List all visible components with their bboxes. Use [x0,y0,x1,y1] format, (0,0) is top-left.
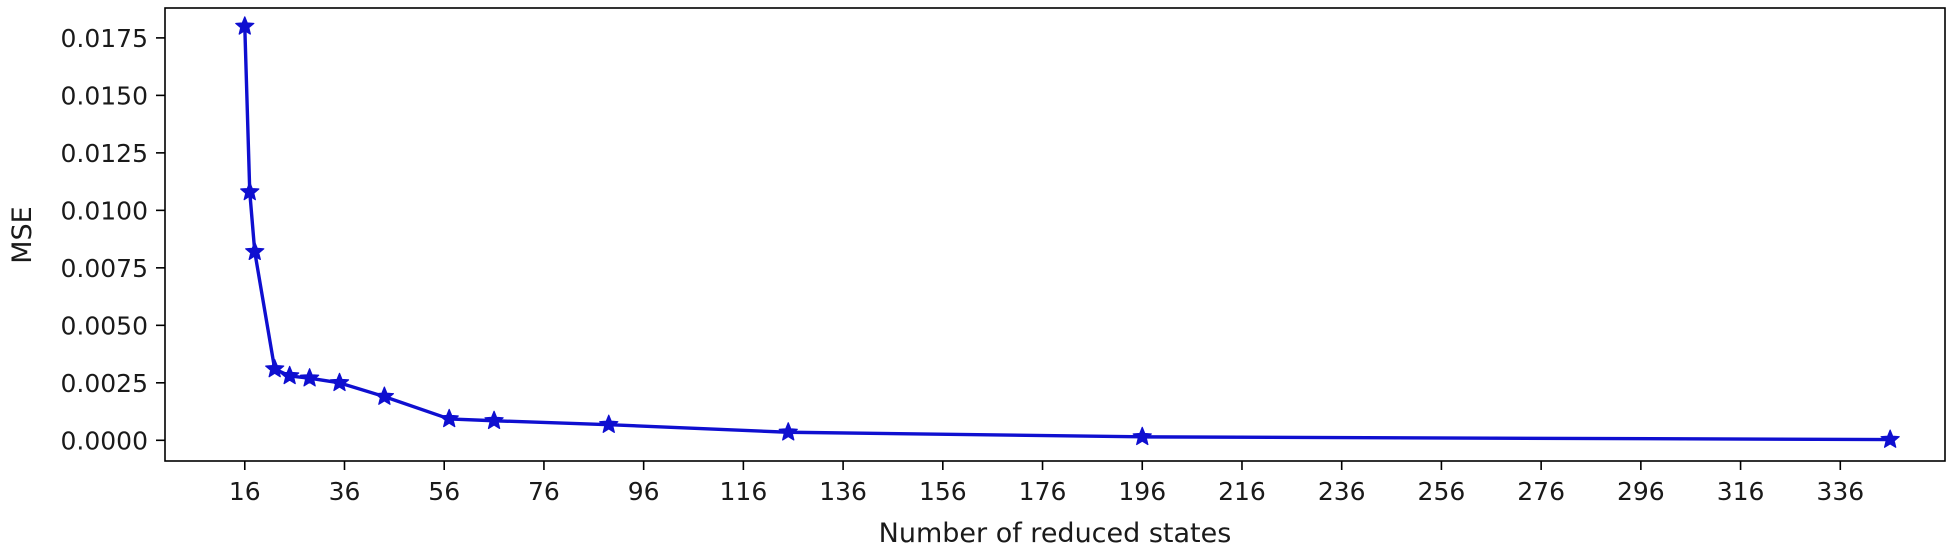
x-tick-label: 296 [1617,477,1665,506]
plot-frame [164,7,1946,462]
x-tick-label: 256 [1418,477,1466,506]
data-point [280,365,300,385]
y-axis: 0.0000 0.0025 0.0050 0.0075 0.0100 0.0125 0.01… [61,24,165,455]
x-tick-label: 56 [428,477,460,506]
x-tick-label: 136 [819,477,867,506]
x-tick-label: 96 [628,477,660,506]
data-point [374,386,395,405]
data-point [265,358,285,378]
x-axis-title: Number of reduced states [879,518,1232,549]
x-tick-label: 176 [1019,477,1067,506]
y-tick-label: 0.0075 [61,254,148,283]
y-tick-label: 0.0025 [61,369,148,398]
data-point [245,241,265,261]
data-point [439,408,459,428]
x-tick-label: 76 [528,477,560,506]
x-tick-label: 336 [1816,477,1864,506]
data-point [299,368,320,387]
x-tick-label: 216 [1218,477,1266,506]
x-tick-label: 316 [1717,477,1765,506]
x-tick-label: 276 [1517,477,1565,506]
x-tick-label: 36 [329,477,361,506]
x-axis: 16 36 56 76 96 116 136 156 176 196 216 236 256 276 296… [229,461,1864,506]
y-tick-label: 0.0150 [61,81,148,110]
y-tick-label: 0.0175 [61,24,148,53]
plot-area [165,8,1945,461]
series-layer [235,16,1900,448]
y-tick-label: 0.0100 [61,196,148,225]
data-point [484,410,504,430]
y-tick-label: 0.0000 [61,426,148,455]
x-tick-label: 16 [229,477,261,506]
data-point [329,372,350,392]
x-tick-label: 156 [919,477,967,506]
x-tick-label: 236 [1318,477,1366,506]
data-point [778,422,798,441]
data-point [235,16,255,35]
x-tick-label: 116 [720,477,768,506]
data-point [240,181,260,201]
data-point [1880,429,1900,448]
data-point [1132,426,1152,446]
data-point [599,414,619,433]
y-axis-title: MSE [7,206,38,264]
x-tick-label: 196 [1118,477,1166,506]
series-line [243,24,1892,442]
y-tick-label: 0.0125 [61,139,148,168]
y-tick-label: 0.0050 [61,311,148,340]
